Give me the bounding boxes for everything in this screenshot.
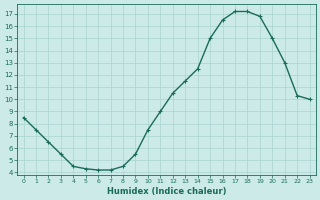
X-axis label: Humidex (Indice chaleur): Humidex (Indice chaleur) xyxy=(107,187,226,196)
